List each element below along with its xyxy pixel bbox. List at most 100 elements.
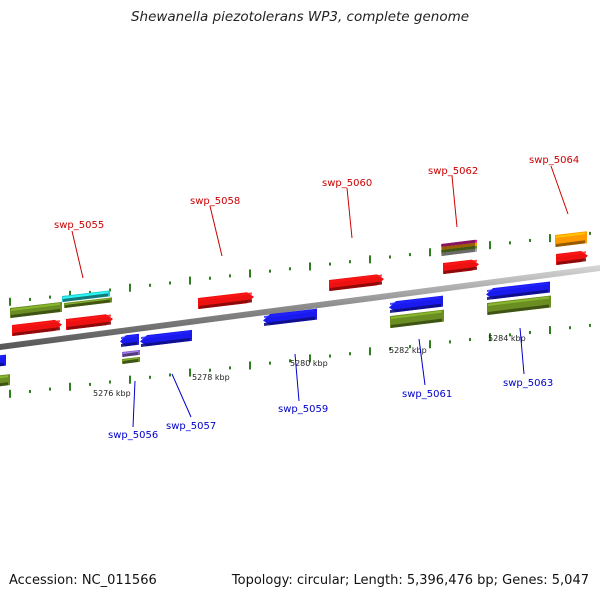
tick-mark-upper — [309, 262, 311, 271]
tick-mark-lower — [9, 389, 11, 398]
gene-label-leader — [71, 230, 84, 279]
cds-feature-reverse — [486, 281, 550, 300]
tick-mark-upper — [249, 269, 251, 278]
map-title: Shewanella piezotolerans WP3, complete g… — [130, 9, 470, 25]
gene-feature — [64, 297, 112, 308]
tick-mark-upper — [149, 283, 151, 287]
gene-label-swp-5059: swp_5059 — [278, 404, 328, 415]
tick-mark-upper — [9, 297, 11, 306]
tick-mark-lower — [309, 354, 311, 363]
gene-label-leader — [418, 338, 426, 386]
tick-mark-lower — [169, 373, 171, 377]
cds-feature-forward — [198, 292, 254, 309]
cds-feature-forward — [329, 274, 384, 291]
cds-feature-reverse — [140, 329, 192, 347]
gene-label-swp-5060: swp_5060 — [322, 178, 372, 189]
tick-mark-lower — [209, 368, 211, 372]
tick-mark-lower — [549, 326, 551, 335]
tick-mark-lower — [449, 340, 451, 344]
cds-feature-forward — [443, 259, 479, 274]
kbp-label: 5284 kbp — [488, 334, 526, 343]
gene-label-leader — [209, 205, 223, 257]
misc-feature — [441, 239, 477, 247]
tick-mark-upper — [49, 295, 51, 299]
tick-mark-lower — [129, 375, 131, 384]
gene-feature — [487, 295, 551, 315]
cds-feature-forward — [556, 251, 588, 265]
gene-feature — [390, 309, 444, 328]
cds-feature-reverse — [120, 333, 139, 347]
tick-mark-upper — [529, 238, 531, 242]
tick-mark-lower — [29, 389, 31, 393]
gene-label-leader — [550, 165, 569, 215]
tick-mark-lower — [529, 330, 531, 334]
tick-mark-lower — [149, 375, 151, 379]
gene-label-swp-5055: swp_5055 — [54, 220, 104, 231]
gene-label-swp-5057: swp_5057 — [166, 421, 216, 432]
tick-mark-lower — [49, 387, 51, 391]
tick-mark-upper — [509, 241, 511, 245]
tick-mark-lower — [409, 345, 411, 349]
tick-mark-upper — [109, 288, 111, 292]
tick-mark-upper — [409, 253, 411, 257]
cds-feature-reverse — [389, 295, 443, 313]
tick-mark-upper — [549, 234, 551, 243]
feature-tracks — [0, 231, 588, 387]
cds-feature-reverse — [0, 354, 6, 367]
cds-feature-forward — [66, 314, 113, 330]
tick-mark-upper — [209, 276, 211, 280]
tick-mark-lower — [389, 347, 391, 351]
gene-feature — [10, 301, 62, 318]
gene-label-swp-5063: swp_5063 — [503, 378, 553, 389]
tick-mark-lower — [89, 382, 91, 386]
tick-mark-lower — [569, 326, 571, 330]
kbp-label: 5282 kbp — [389, 346, 427, 355]
cds-feature-forward — [12, 319, 62, 336]
tick-mark-lower — [429, 340, 431, 349]
tick-mark-upper — [169, 281, 171, 285]
tick-mark-upper — [269, 269, 271, 273]
tick-mark-upper — [369, 255, 371, 264]
gene-label-leader — [451, 175, 458, 228]
tick-mark-lower — [109, 380, 111, 384]
gene-label-leader — [132, 380, 136, 428]
tick-mark-lower — [229, 366, 231, 370]
tick-mark-upper — [29, 297, 31, 301]
tick-mark-upper — [289, 267, 291, 271]
gene-feature — [122, 356, 140, 364]
gene-label-swp-5064: swp_5064 — [529, 155, 579, 166]
tick-mark-lower — [269, 361, 271, 365]
tick-mark-lower — [249, 361, 251, 370]
tick-mark-upper — [429, 248, 431, 257]
gene-feature — [0, 374, 10, 387]
kbp-label: 5280 kbp — [290, 359, 328, 368]
kbp-scale-labels: 5276 kbp 5278 kbp 5280 kbp 5282 kbp 5284 kbp — [93, 334, 526, 398]
gene-labels: swp_5055 swp_5056 swp_5057 swp_5058 swp_5059… — [54, 155, 579, 441]
tick-mark-lower — [289, 359, 291, 363]
tick-mark-upper — [69, 290, 71, 299]
tick-mark-lower — [509, 333, 511, 337]
tick-mark-upper — [129, 283, 131, 292]
tick-mark-lower — [69, 382, 71, 391]
gene-label-leader — [519, 327, 525, 375]
tick-mark-upper — [349, 260, 351, 264]
tick-mark-upper — [329, 262, 331, 266]
tick-mark-lower — [469, 338, 471, 342]
genome-axis — [0, 265, 600, 350]
gene-label-swp-5061: swp_5061 — [402, 389, 452, 400]
gene-feature — [441, 245, 477, 253]
gene-label-swp-5056: swp_5056 — [108, 430, 158, 441]
kbp-label: 5278 kbp — [192, 373, 230, 382]
tick-mark-upper — [229, 274, 231, 278]
genome-backbone — [0, 265, 600, 350]
misc-feature — [62, 290, 110, 302]
tick-mark-upper — [389, 255, 391, 259]
tick-mark-lower — [589, 323, 591, 327]
tick-mark-lower — [329, 354, 331, 358]
gene-label-leader — [346, 187, 353, 239]
tick-mark-lower — [489, 333, 491, 342]
misc-feature — [122, 349, 140, 357]
gene-label-leader — [171, 373, 192, 418]
misc-feature — [555, 231, 587, 247]
